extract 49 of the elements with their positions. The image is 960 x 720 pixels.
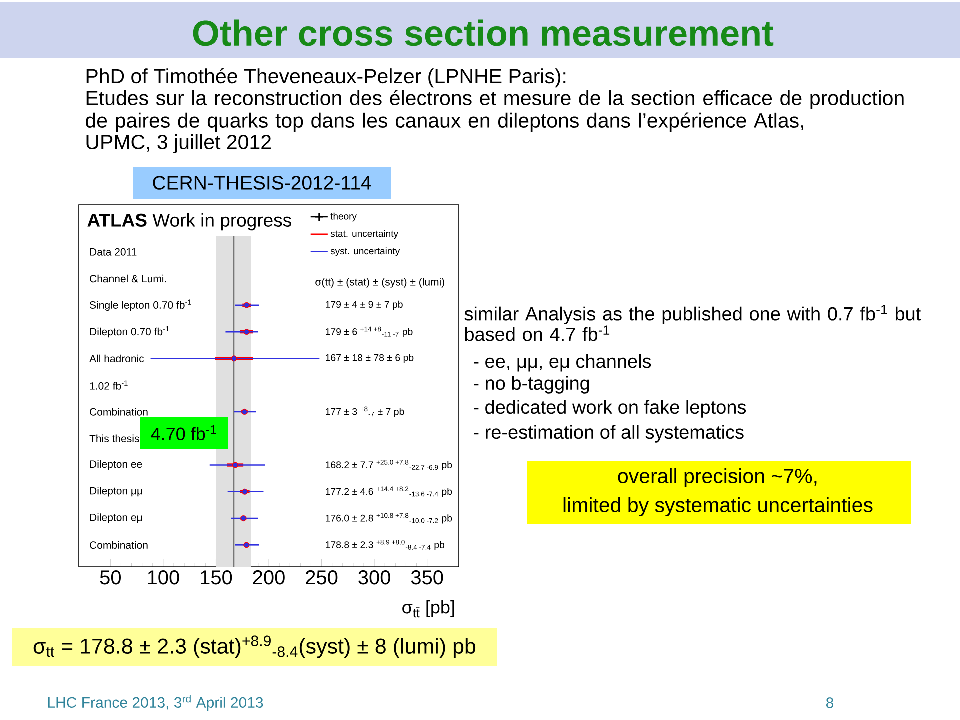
annotation: 178.8 ± 2.3 $^{+8.9 +8.0}$$_{-8.4 -7.4}$ pb: [326, 540, 445, 550]
x-tick-label: 300: [358, 570, 390, 585]
y-tick-label: Single lepton 0.70 fb$^{-1}$: [90, 300, 192, 312]
text: limited by systematic uncertainties: [564, 497, 873, 517]
x-tick-label: 250: [306, 570, 338, 585]
y-tick-label: Dilepton ee: [90, 460, 142, 470]
annotation: 179 ± 6 $^{+14 +8}$$_{-11 -7}$ pb: [326, 326, 413, 338]
x-tick-label: 350: [411, 570, 444, 585]
y-tick-label: Dilepton 0.70 fb$^{-1}$: [90, 326, 170, 338]
annotation: 177 ± 3 $^{+8}$$_{-7}$ ± 7 pb: [326, 406, 404, 418]
text: PhD of Timothée Theveneaux-Pelzer (LPNHE Paris):: [86, 68, 566, 88]
annotation: 179 ± 4 ± 9 ± 7 pb: [326, 300, 403, 310]
text: ATLAS Work in progress: [88, 213, 292, 231]
annotation: 167 ± 18 ± 78 ± 6 pb: [326, 354, 414, 364]
legend-label: theory: [330, 212, 357, 222]
legend-label: syst. uncertainty: [330, 248, 400, 256]
text: 8: [826, 698, 834, 708]
x-tick-label: 100: [148, 570, 180, 585]
y-tick-label: Combination: [90, 541, 148, 550]
annotation: 177.2 ± 4.6 $^{+14.4 +8.2}$$_{-13.6 -7.4}$ pb: [326, 486, 452, 498]
text: - ee, μμ, eμ channels: [474, 354, 652, 372]
text: CERN-THESIS-2012-114: [153, 176, 372, 190]
x-tick-label: 200: [253, 570, 285, 585]
text: - no b-tagging: [474, 376, 590, 394]
y-tick-label: 1.02 fb$^{-1}$: [90, 380, 128, 390]
annotation: 4.70 fb$^{-1}$: [151, 425, 216, 441]
chart-title: Other cross section measurement: [193, 20, 774, 46]
text: UPMC, 3 juillet 2012: [86, 134, 271, 154]
y-tick-label: Combination: [90, 408, 148, 416]
x-tick-label: 50: [100, 570, 121, 585]
annotation: 168.2 ± 7.7 $^{+25.0 +7.8}$$_{-22.7 -6.9}$ pb: [326, 460, 452, 470]
text: σ$_{tt}$ = 178.8 ± 2.3 (stat)$^{+8.9}$$_{-8.4}$(syst) ± 8 (lumi) pb: [34, 636, 476, 658]
text: - dedicated work on fake leptons: [474, 400, 746, 418]
text: - re-estimation of all systematics: [474, 425, 744, 443]
text: Etudes sur la reconstruction des électrons et mesure de la section efficace de production de paires de quarks top dans les canaux en dileptons dans l’expérience Atlas,: [86, 90, 904, 132]
y-tick-label: Data 2011: [90, 248, 137, 256]
y-tick-label: Dilepton μμ: [90, 486, 142, 497]
text: similar Analysis as the published one with 0.7 fb$^{-1}$ but based on 4.7 fb$^{-1}$: [464, 305, 922, 342]
y-tick-label: Dilepton eμ: [90, 514, 142, 524]
x-axis-title: σ$_{tt̄}$ [pb]: [402, 600, 454, 618]
text: overall precision ~7%,: [618, 468, 817, 488]
y-tick-label: All hadronic: [90, 354, 144, 363]
y-tick-label: Channel & Lumi.: [90, 274, 166, 283]
y-tick-label: This thesis: [90, 434, 140, 442]
legend-label: stat. uncertainty: [330, 230, 398, 240]
text: LHC France 2013, 3$^{rd}$ April 2013: [48, 695, 264, 711]
x-tick-label: 150: [201, 570, 232, 585]
annotation: 176.0 ± 2.8 $^{+10.8 +7.8}$$_{-10.0 -7.2}$ pb: [326, 513, 452, 524]
annotation: σ(tt) ± (stat) ± (syst) ± (lumi): [316, 278, 444, 288]
